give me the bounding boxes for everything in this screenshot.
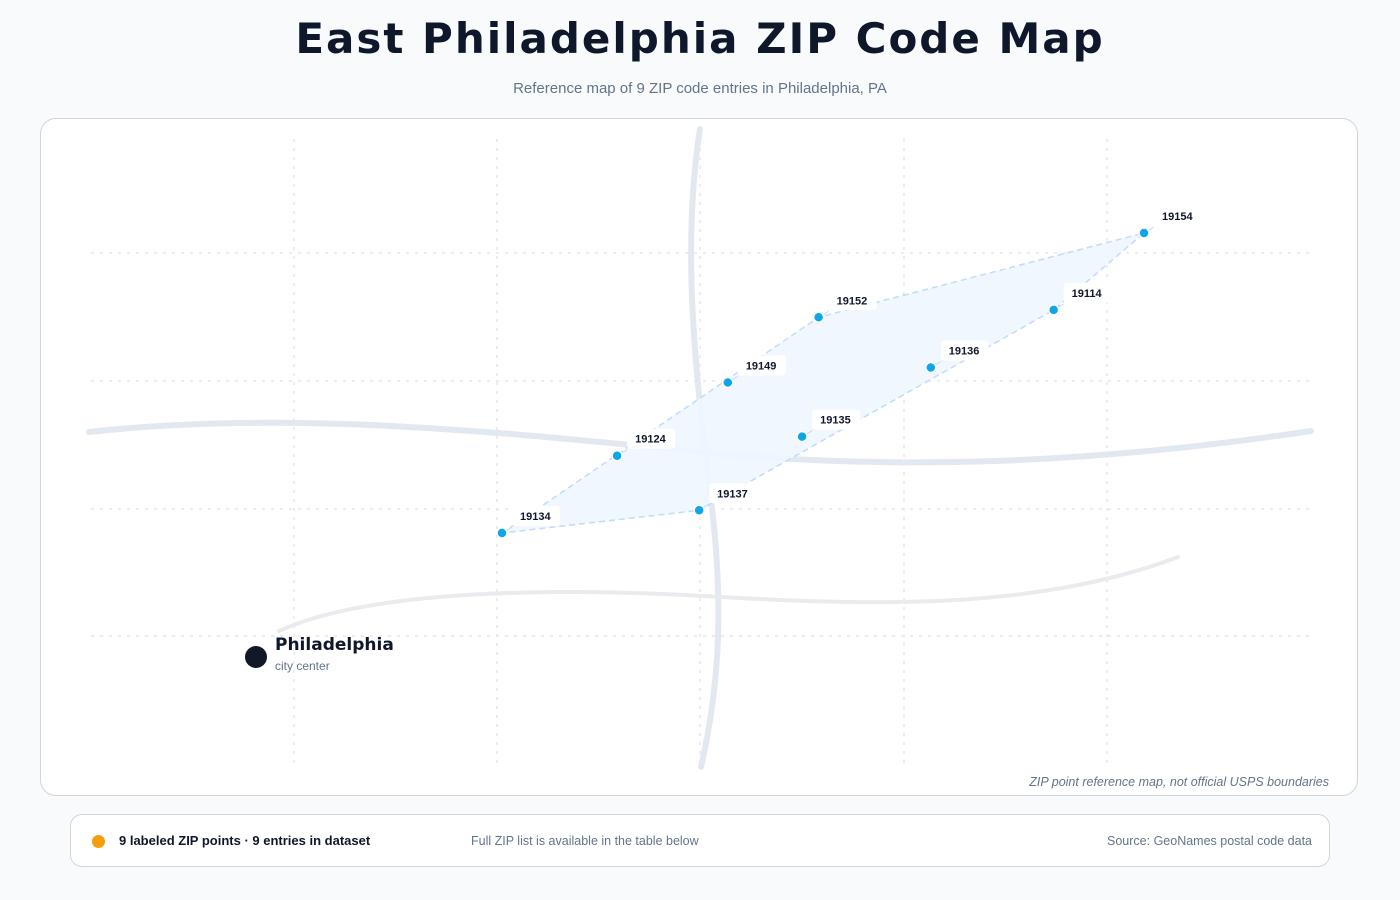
zip-point-19154[interactable]: 19154 — [1138, 206, 1202, 239]
zip-label: 19135 — [820, 415, 851, 427]
zip-label-background — [1154, 206, 1202, 226]
zip-marker[interactable] — [812, 311, 825, 324]
page-title: East Philadelphia ZIP Code Map — [295, 14, 1105, 63]
zip-marker[interactable] — [796, 430, 808, 443]
legend-dot-icon — [92, 835, 105, 848]
zip-label-background — [1063, 282, 1112, 303]
zip-marker[interactable] — [1047, 304, 1060, 316]
zip-label-background — [737, 355, 786, 376]
map-canvas[interactable]: 19134 19137 19124 19135 19149 19136 19152 19114… — [41, 119, 1358, 796]
zip-label: 19136 — [949, 345, 980, 357]
city-name-label: Philadelphia — [275, 635, 394, 655]
zip-point-19114[interactable]: 19114 — [1047, 282, 1112, 316]
zip-label: 19114 — [1072, 288, 1103, 300]
legend-bar: 9 labeled ZIP points · 9 entries in data… — [70, 814, 1330, 867]
zip-points-layer[interactable]: 19134 19137 19124 19135 19149 19136 19152 19114… — [496, 206, 1202, 539]
zip-label-background — [940, 340, 989, 361]
zip-label-background — [512, 506, 560, 526]
zip-marker[interactable] — [496, 527, 508, 539]
zip-label: 19134 — [520, 511, 551, 523]
zip-point-19124[interactable]: 19124 — [611, 428, 676, 462]
zip-label-background — [627, 428, 676, 449]
zip-marker[interactable] — [722, 376, 734, 389]
zip-label-background — [709, 483, 758, 504]
zip-point-19152[interactable]: 19152 — [812, 290, 877, 324]
zip-label-background — [812, 409, 861, 430]
zip-point-19149[interactable]: 19149 — [722, 355, 786, 389]
zip-label-background — [828, 290, 877, 311]
city-marker[interactable]: Philadelphia city center — [245, 635, 394, 673]
zip-marker[interactable] — [693, 504, 705, 517]
zip-point-19136[interactable]: 19136 — [925, 340, 989, 374]
zip-label: 19154 — [1162, 211, 1193, 223]
zip-point-19134[interactable]: 19134 — [496, 506, 560, 539]
city-sublabel: city center — [275, 659, 330, 673]
zip-point-19137[interactable]: 19137 — [693, 483, 758, 517]
road-river — [277, 555, 1180, 633]
zip-label: 19149 — [746, 360, 777, 372]
zip-marker[interactable] — [611, 449, 623, 462]
legend-summary: 9 labeled ZIP points · 9 entries in data… — [119, 833, 371, 848]
zip-label: 19124 — [635, 434, 666, 446]
map-disclaimer: ZIP point reference map, not official US… — [1029, 775, 1329, 789]
zip-label: 19152 — [837, 295, 868, 307]
legend-note: Full ZIP list is available in the table … — [471, 834, 699, 848]
city-center-dot[interactable] — [245, 646, 267, 668]
map-panel[interactable]: 19134 19137 19124 19135 19149 19136 19152 19114… — [40, 118, 1358, 796]
zip-label: 19137 — [717, 488, 748, 500]
zip-point-19135[interactable]: 19135 — [796, 409, 861, 443]
zip-coverage-area — [501, 232, 1145, 534]
zip-marker[interactable] — [1138, 227, 1150, 239]
legend-source: Source: GeoNames postal code data — [1107, 834, 1312, 848]
zip-marker[interactable] — [925, 361, 937, 374]
page-subtitle: Reference map of 9 ZIP code entries in P… — [513, 80, 887, 97]
